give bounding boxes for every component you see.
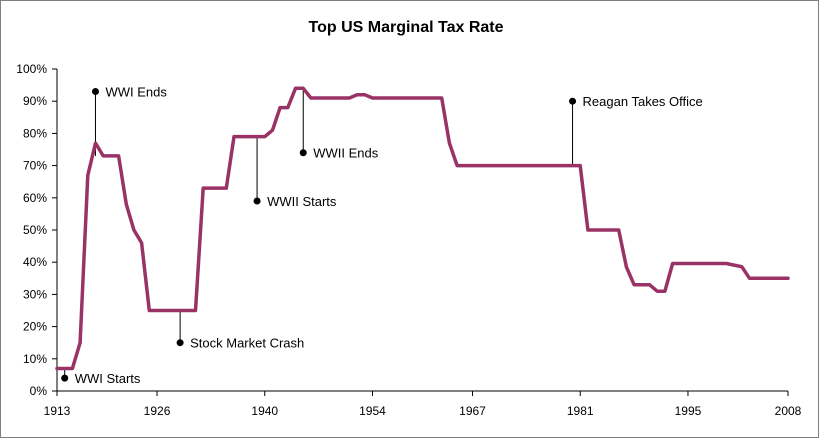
x-tick-label: 1995 (675, 404, 702, 418)
y-tick-label: 60% (23, 191, 47, 205)
annotation-dot (299, 149, 307, 157)
annotation-dot (253, 197, 261, 205)
annotation-label: Stock Market Crash (190, 336, 304, 351)
x-axis: 1913 1926 1940 1954 1967 1981 1995 2008 (44, 390, 802, 418)
y-tick-label: 80% (23, 126, 47, 140)
annotation-label: WWII Ends (313, 146, 379, 161)
x-tick-label: 1967 (459, 404, 486, 418)
series-line (55, 86, 790, 371)
y-axis: 0% 10% 20% 30% 40% 50% 60% 70% 80% 90% 100% (16, 62, 58, 398)
y-tick-label: 30% (23, 287, 47, 301)
x-tick-label: 1940 (251, 404, 278, 418)
annotation-label: WWI Ends (105, 85, 167, 100)
y-tick-label: 10% (23, 352, 47, 366)
x-tick-label: 1913 (44, 404, 71, 418)
annotation-label: WWII Starts (267, 194, 337, 209)
annotation-dot (176, 339, 184, 347)
x-tick-label: 1954 (359, 404, 386, 418)
x-tick-label: 1926 (144, 404, 171, 418)
annotation-dot (569, 97, 577, 105)
annotation-dot (91, 88, 99, 96)
x-tick-label: 2008 (775, 404, 802, 418)
annotation-label: Reagan Takes Office (583, 94, 703, 109)
y-tick-label: 90% (23, 94, 47, 108)
y-tick-label: 20% (23, 320, 47, 334)
y-tick-label: 0% (30, 384, 48, 398)
annotation-label: WWI Starts (75, 371, 141, 386)
annotation-dot (61, 374, 69, 382)
x-tick-label: 1981 (567, 404, 594, 418)
y-tick-label: 70% (23, 159, 47, 173)
annotation-lines (64, 88, 574, 379)
y-tick-label: 50% (23, 223, 47, 237)
y-tick-label: 100% (16, 62, 47, 76)
y-tick-label: 40% (23, 255, 47, 269)
annotation-marks: WWI Starts WWI Ends Stock Market Crash WWII… (61, 85, 703, 386)
chart-title: Top US Marginal Tax Rate (309, 19, 504, 36)
